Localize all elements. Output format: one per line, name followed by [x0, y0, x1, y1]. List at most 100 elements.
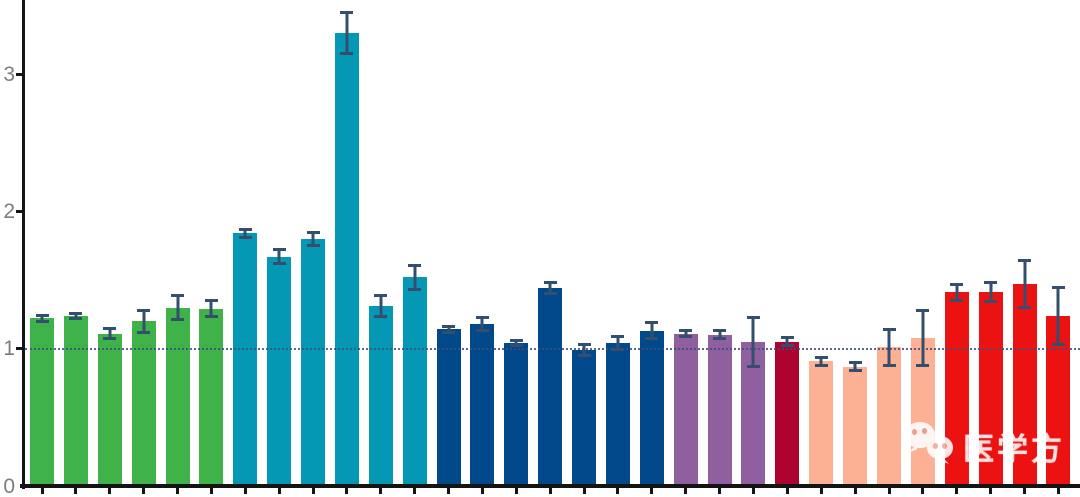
error-bar-stem: [548, 281, 552, 296]
error-bar-cap: [882, 363, 896, 367]
bubble-eye: [933, 443, 938, 449]
error-bar-cap: [577, 353, 591, 357]
bar-navy: [436, 329, 461, 486]
error-bar-stem: [176, 293, 180, 322]
error-bar: [340, 10, 354, 55]
error-bar-cap: [882, 328, 896, 332]
x-axis-tick: [108, 488, 112, 494]
error-bar-cap: [137, 308, 151, 312]
error-bar-cap: [679, 329, 693, 333]
error-bar-cap: [814, 355, 828, 359]
error-bar: [272, 248, 286, 265]
x-axis-tick: [616, 488, 620, 494]
x-axis-tick: [989, 488, 993, 494]
bar-green: [30, 318, 54, 486]
error-bar: [238, 227, 252, 239]
error-bar-stem: [1056, 285, 1060, 346]
x-axis-line: [20, 484, 1080, 488]
error-bar: [814, 355, 828, 367]
error-bar-stem: [480, 315, 484, 333]
x-axis-tick: [650, 488, 654, 494]
error-bar-cap: [577, 343, 591, 347]
error-bar-cap: [238, 227, 252, 231]
error-bar-cap: [306, 244, 320, 248]
x-axis-tick: [718, 488, 722, 494]
error-bar-cap: [475, 329, 489, 333]
error-bar-cap: [679, 334, 693, 338]
error-bar: [408, 263, 422, 292]
wechat-watermark: 医学方: [903, 420, 1065, 472]
error-bar: [306, 230, 320, 248]
error-bar-cap: [442, 330, 456, 334]
y-axis-tick: [16, 347, 23, 351]
bar-salmon: [809, 361, 834, 486]
error-bar-stem: [345, 10, 349, 55]
error-bar-cap: [611, 348, 625, 352]
error-bar-cap: [442, 325, 456, 329]
error-bar-cap: [35, 319, 49, 323]
reference-line-y1: [25, 347, 1080, 350]
error-bar: [374, 293, 388, 319]
error-bar: [950, 282, 964, 302]
error-bar-cap: [950, 282, 964, 286]
error-bar-stem: [1023, 259, 1027, 309]
error-bar-cap: [1051, 285, 1065, 289]
watermark-text: 医学方: [963, 431, 1065, 467]
x-axis-tick: [480, 488, 484, 494]
error-bar: [442, 325, 456, 334]
error-bar: [645, 321, 659, 341]
bar-navy: [538, 288, 563, 486]
wechat-icon: [903, 420, 955, 472]
x-axis-tick: [40, 488, 44, 494]
y-axis-tick-label: 1: [3, 337, 15, 361]
error-bar-stem: [989, 281, 993, 304]
error-bar-cap: [408, 288, 422, 292]
error-bar-stem: [955, 282, 959, 302]
error-bar-stem: [142, 308, 146, 334]
bar-teal: [402, 277, 427, 486]
error-bar-cap: [103, 326, 117, 330]
error-bar-cap: [1051, 342, 1065, 346]
x-axis-tick: [176, 488, 180, 494]
error-bar-stem: [243, 227, 247, 239]
error-bar-cap: [408, 263, 422, 267]
error-bar-cap: [171, 293, 185, 297]
error-bar: [746, 315, 760, 368]
error-bar-cap: [950, 299, 964, 302]
error-bar: [679, 329, 693, 338]
error-bar: [577, 343, 591, 357]
bubble-eye: [922, 428, 927, 434]
error-bar: [882, 328, 896, 367]
error-bar-cap: [746, 364, 760, 368]
x-axis-tick: [142, 488, 146, 494]
error-bar-cap: [306, 230, 320, 234]
error-bar-stem: [311, 230, 315, 248]
x-axis-tick: [887, 488, 891, 494]
error-bar-cap: [509, 344, 523, 348]
x-axis-tick: [243, 488, 247, 494]
x-axis-tick: [277, 488, 281, 494]
error-bar-cap: [69, 311, 83, 315]
error-bar: [984, 281, 998, 304]
error-bar-cap: [374, 293, 388, 297]
x-axis-tick: [1056, 488, 1060, 494]
x-axis-tick: [684, 488, 688, 494]
error-bar-cap: [137, 330, 151, 334]
bar-green: [165, 307, 190, 486]
error-bar-cap: [171, 318, 185, 322]
error-bar-cap: [204, 315, 218, 319]
error-bar-stem: [209, 299, 213, 319]
error-bar-cap: [374, 315, 388, 319]
error-bar: [509, 339, 523, 348]
error-bar-cap: [814, 363, 828, 367]
error-bar: [611, 334, 625, 352]
x-axis-tick: [74, 488, 78, 494]
error-bar-stem: [277, 248, 281, 265]
error-bar-cap: [272, 248, 286, 252]
error-bar-cap: [984, 300, 998, 304]
error-bar-cap: [35, 314, 49, 318]
error-bar-stem: [718, 329, 722, 341]
error-bar-cap: [611, 334, 625, 338]
bubble-eye: [942, 443, 947, 449]
